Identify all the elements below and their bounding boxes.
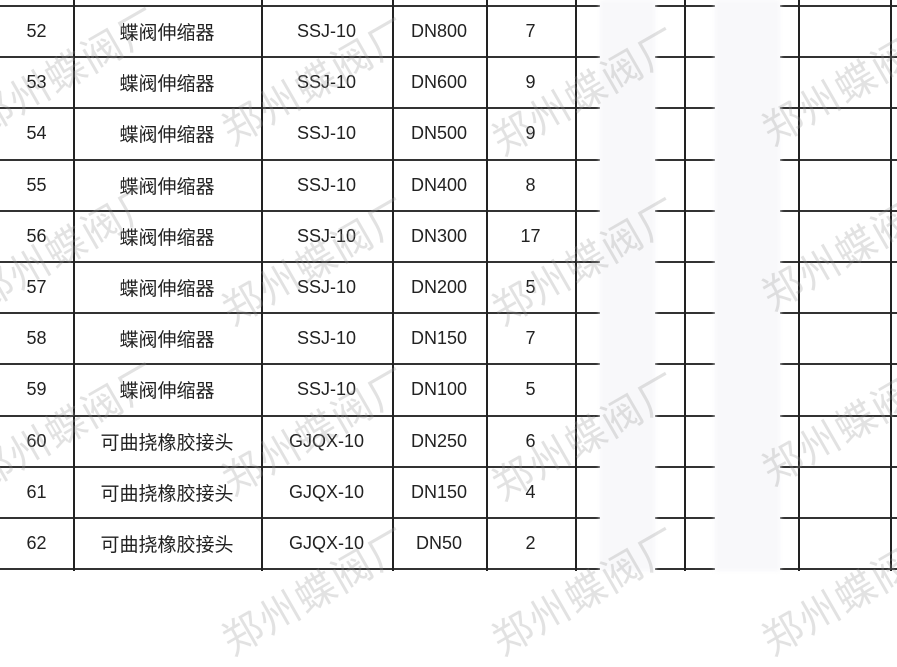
column-divider <box>575 0 577 571</box>
cell-spec: DN150 <box>410 481 468 502</box>
cell-no: 62 <box>26 533 47 553</box>
row-divider <box>0 517 600 519</box>
cell-spec: DN600 <box>410 72 468 93</box>
row-divider <box>0 158 600 161</box>
cell-spec: DN500 <box>410 123 468 144</box>
row-divider <box>0 465 600 468</box>
row-divider <box>0 312 600 315</box>
cell-spec: DN200 <box>410 277 468 297</box>
row-divider <box>780 312 897 315</box>
cell-spec: DN300 <box>410 225 468 246</box>
row-divider <box>0 107 600 110</box>
row-divider <box>780 363 897 366</box>
blank-band <box>600 0 655 571</box>
cell-no: 60 <box>26 430 47 451</box>
cell-qty: 2 <box>525 533 536 553</box>
cell-no: 56 <box>26 225 47 246</box>
cell-qty: 4 <box>525 481 536 502</box>
cell-model: SSJ-10 <box>296 72 357 93</box>
cell-no: 59 <box>26 379 47 400</box>
cell-qty: 7 <box>525 328 536 349</box>
cell-name: 蝶阀伸缩器 <box>119 278 215 300</box>
cell-no: 53 <box>26 72 47 93</box>
cell-qty: 7 <box>525 21 536 41</box>
cell-qty: 17 <box>520 225 541 246</box>
row-divider <box>780 414 897 417</box>
row-divider <box>780 517 897 519</box>
column-divider <box>890 0 892 571</box>
cell-name: 蝶阀伸缩器 <box>119 329 215 352</box>
cell-no: 57 <box>26 277 47 297</box>
cell-spec: DN250 <box>410 430 468 451</box>
cell-model: GJQX-10 <box>288 481 365 502</box>
cell-model: SSJ-10 <box>296 379 357 400</box>
cell-qty: 5 <box>525 379 536 400</box>
cell-model: SSJ-10 <box>296 328 357 349</box>
row-divider <box>780 465 897 468</box>
row-divider <box>780 107 897 110</box>
cell-model: GJQX-10 <box>288 430 365 451</box>
cell-model: SSJ-10 <box>296 123 357 144</box>
column-divider <box>73 0 75 571</box>
cell-spec: DN100 <box>410 379 468 400</box>
row-divider <box>0 414 600 417</box>
row-divider <box>780 568 897 571</box>
cell-no: 54 <box>26 123 47 144</box>
cell-no: 61 <box>26 481 47 502</box>
row-divider <box>780 56 897 59</box>
cell-name: 可曲挠橡胶接头 <box>100 534 234 556</box>
cell-name: 蝶阀伸缩器 <box>119 380 215 403</box>
row-divider <box>0 209 600 212</box>
row-divider <box>0 261 600 263</box>
cell-model: SSJ-10 <box>296 174 357 195</box>
cell-qty: 9 <box>525 123 536 144</box>
column-divider <box>798 0 800 571</box>
row-divider <box>780 158 897 161</box>
cell-qty: 5 <box>525 277 536 297</box>
row-divider <box>0 56 600 59</box>
cell-spec: DN50 <box>415 533 463 553</box>
column-divider <box>684 0 686 571</box>
cell-spec: DN400 <box>410 174 468 195</box>
cell-name: 可曲挠橡胶接头 <box>100 482 234 505</box>
column-divider <box>486 0 488 571</box>
cell-qty: 9 <box>525 72 536 93</box>
row-divider <box>0 568 600 571</box>
cell-model: SSJ-10 <box>296 277 357 297</box>
cell-name: 蝶阀伸缩器 <box>119 73 215 96</box>
cell-name: 蝶阀伸缩器 <box>119 226 215 249</box>
row-divider <box>780 5 897 7</box>
cell-qty: 6 <box>525 430 536 451</box>
cell-spec: DN150 <box>410 328 468 349</box>
cell-name: 蝶阀伸缩器 <box>119 22 215 44</box>
row-divider <box>780 261 897 263</box>
blank-band <box>715 0 780 571</box>
column-divider <box>392 0 394 571</box>
cell-qty: 8 <box>525 174 536 195</box>
row-divider <box>0 5 600 7</box>
cell-no: 55 <box>26 174 47 195</box>
cell-model: GJQX-10 <box>288 533 365 553</box>
row-divider <box>780 209 897 212</box>
cell-no: 58 <box>26 328 47 349</box>
cell-no: 52 <box>26 21 47 41</box>
cell-model: SSJ-10 <box>296 225 357 246</box>
cell-model: SSJ-10 <box>296 21 357 41</box>
row-divider <box>0 363 600 366</box>
cell-name: 蝶阀伸缩器 <box>119 124 215 147</box>
cell-spec: DN800 <box>410 21 468 41</box>
cell-name: 可曲挠橡胶接头 <box>100 431 234 454</box>
column-divider <box>261 0 263 571</box>
cell-name: 蝶阀伸缩器 <box>119 175 215 198</box>
